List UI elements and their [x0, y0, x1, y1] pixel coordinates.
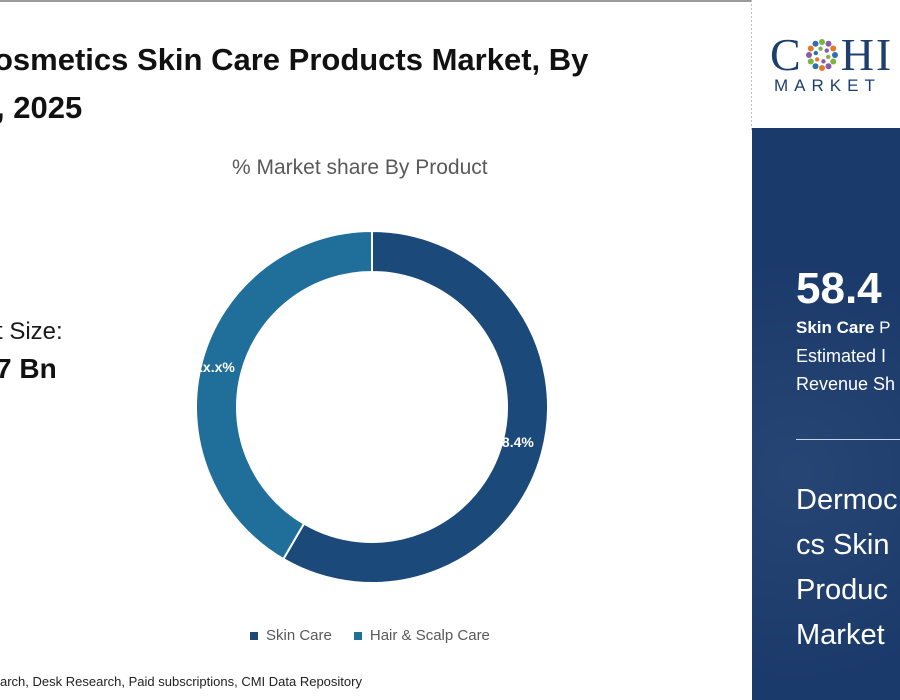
market-size-label: t Size: — [0, 318, 63, 345]
slice-hair-scalp-care — [195, 229, 373, 561]
logo-wordmark: C HI — [770, 28, 893, 81]
market-name-line: cs Skin — [796, 529, 890, 561]
legend-swatch — [250, 631, 258, 640]
highlight-value: 58.4 — [796, 264, 882, 313]
source-note: arch, Desk Research, Paid subscriptions,… — [0, 674, 362, 689]
highlight-segment: Skin Care — [796, 318, 875, 337]
highlight-line-2: Estimated I — [796, 346, 887, 366]
highlight-line-3: Revenue Sh — [796, 374, 896, 394]
chart-legend: Skin Care Hair & Scalp Care — [250, 627, 490, 644]
title-line-2: , 2025 — [0, 90, 83, 125]
data-label: 58.4% — [494, 434, 534, 450]
highlight-panel: 58.4 Skin Care P Estimated I Revenue Sh … — [752, 128, 900, 700]
market-size-value: 7 Bn — [0, 353, 57, 384]
title-line-1: osmetics Skin Care Products Market, By — [0, 42, 589, 77]
legend-label: Skin Care — [266, 627, 332, 644]
highlight-line-1-rest: P — [874, 318, 891, 337]
chart-title: % Market share By Product — [232, 156, 488, 179]
logo-letter-start: C — [770, 29, 803, 80]
slice-skin-care — [281, 229, 549, 584]
legend-item-hair-scalp-care: Hair & Scalp Care — [353, 627, 490, 644]
data-label: xx.x% — [195, 359, 235, 375]
legend-label: Hair & Scalp Care — [369, 627, 490, 644]
logo-subtitle: MARKET — [774, 76, 881, 95]
logo-mark-icon — [805, 39, 838, 71]
legend-swatch — [353, 631, 362, 640]
market-name-line: Produc — [796, 574, 888, 606]
report-title: osmetics Skin Care Products Market, By ,… — [0, 36, 740, 132]
donut-chart: 58.4% xx.x% — [195, 229, 549, 584]
market-name-line: Dermoc — [796, 484, 898, 516]
logo-letter-end: HI — [840, 29, 894, 80]
market-name-line: Market — [796, 619, 885, 651]
brand-logo: C HI MARKET — [752, 0, 900, 128]
top-rule — [0, 0, 752, 2]
highlight-line-1: Skin Care P — [796, 318, 891, 338]
legend-item-skin-care: Skin Care — [250, 627, 332, 644]
report-panel: osmetics Skin Care Products Market, By ,… — [0, 0, 752, 689]
highlight-divider — [796, 439, 900, 440]
market-name-block: Dermoc cs Skin Produc Market — [796, 478, 898, 658]
